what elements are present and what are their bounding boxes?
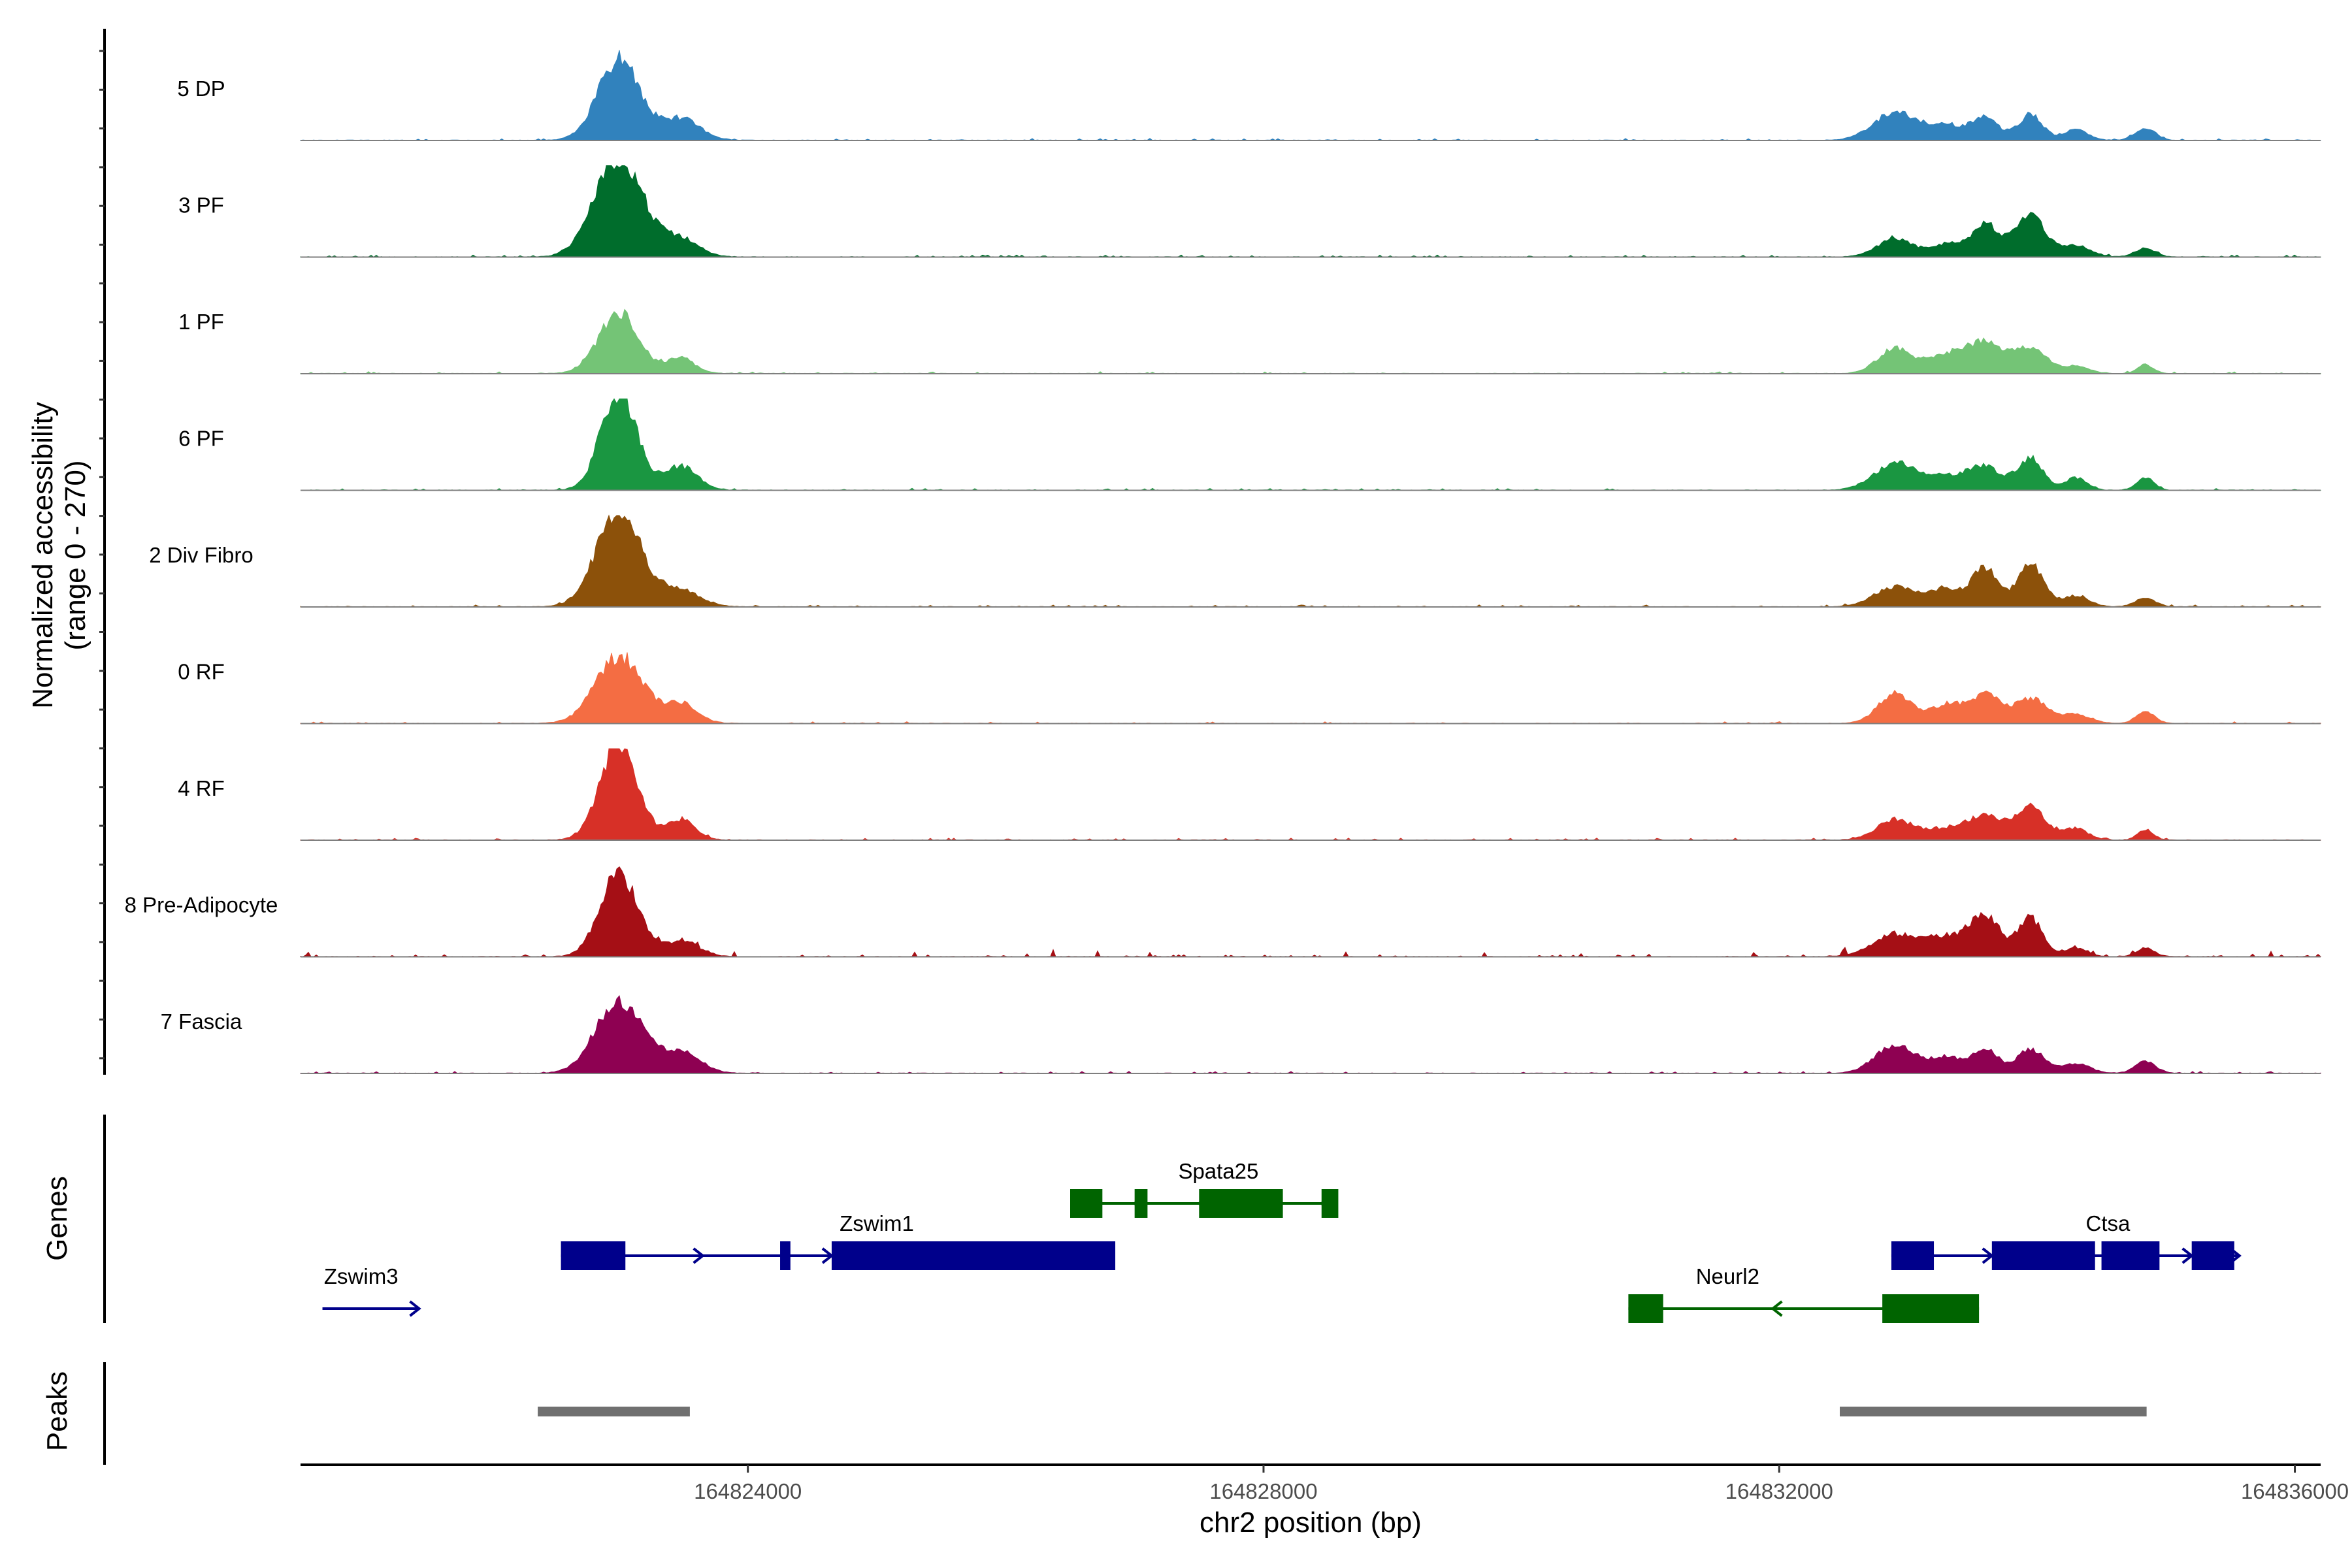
track-2-div-fibro: 2 Div Fibro xyxy=(149,514,2321,608)
y-axis-title-line1: Normalized accessibility xyxy=(27,402,59,708)
track-3-pf: 3 PF xyxy=(178,165,2321,258)
gene-spata25: Spata25 xyxy=(1070,1159,1339,1218)
track-7-fascia: 7 Fascia xyxy=(161,995,2321,1074)
track-label: 4 RF xyxy=(178,776,225,800)
exon xyxy=(1628,1294,1663,1323)
track-8-pre-adipocyte: 8 Pre-Adipocyte xyxy=(125,866,2321,958)
exon xyxy=(2101,1241,2160,1270)
coverage-area xyxy=(300,165,2321,258)
track-label: 6 PF xyxy=(178,427,224,451)
y-axis-title-line2: (range 0 - 270) xyxy=(59,460,91,650)
peak-region xyxy=(538,1407,690,1416)
exon xyxy=(1991,1241,2095,1270)
exon xyxy=(561,1241,626,1270)
x-axis-title: chr2 position (bp) xyxy=(1200,1507,1422,1539)
gene-label: Neurl2 xyxy=(1696,1264,1759,1288)
strand-arrow xyxy=(1771,1300,1783,1317)
track-label: 7 Fascia xyxy=(161,1009,242,1034)
peak-region xyxy=(1839,1407,2147,1416)
x-tick-label: 164828000 xyxy=(1209,1479,1317,1503)
exon xyxy=(1199,1189,1283,1218)
strand-arrow xyxy=(693,1247,705,1264)
track-label: 3 PF xyxy=(178,193,224,218)
y-axis-title: Normalized accessibility (range 0 - 270) xyxy=(27,402,91,708)
track-4-rf: 4 RF xyxy=(178,748,2321,841)
track-label: 8 Pre-Adipocyte xyxy=(125,893,278,917)
gene-label: Ctsa xyxy=(2085,1211,2131,1235)
coverage-area xyxy=(300,308,2321,374)
peaks-track-label: Peaks xyxy=(41,1371,73,1451)
gene-zswim3: Zswim3 xyxy=(322,1264,421,1317)
exon xyxy=(1891,1241,1935,1270)
coverage-area xyxy=(300,748,2321,841)
coverage-area xyxy=(300,995,2321,1074)
exon xyxy=(1070,1189,1103,1218)
x-axis-ticks: 164824000 164828000 164832000 164836000 xyxy=(694,1465,2349,1503)
x-tick-label: 164824000 xyxy=(694,1479,802,1503)
gene-label: Zswim3 xyxy=(324,1264,399,1288)
exon xyxy=(1134,1189,1148,1218)
exon xyxy=(1882,1294,1980,1323)
track-6-pf: 6 PF xyxy=(178,398,2321,491)
gene-ctsa: Ctsa xyxy=(1891,1211,2242,1270)
coverage-tracks: 5 DP 3 PF 1 PF 6 PF 2 Div Fibro 0 RF 4 RF 8 Pre… xyxy=(125,50,2321,1074)
coverage-area xyxy=(300,866,2321,958)
x-tick-label: 164836000 xyxy=(2241,1479,2349,1503)
gene-annotations: Zswim3 Zswim1 Spata25 Neurl2 Ctsa xyxy=(322,1159,2242,1323)
gene-label: Spata25 xyxy=(1178,1159,1258,1183)
exon xyxy=(1321,1189,1339,1218)
coverage-area xyxy=(300,652,2321,725)
coverage-area xyxy=(300,50,2321,141)
track-label: 5 DP xyxy=(177,76,225,101)
coverage-area xyxy=(300,514,2321,608)
gene-label: Zswim1 xyxy=(840,1211,914,1235)
exon xyxy=(780,1241,791,1270)
genes-track-label: Genes xyxy=(41,1176,73,1261)
peak-regions xyxy=(538,1407,2147,1416)
coverage-y-axis xyxy=(99,29,106,1075)
track-label: 1 PF xyxy=(178,310,224,334)
x-tick-label: 164832000 xyxy=(1725,1479,1833,1503)
exon xyxy=(2191,1241,2234,1270)
track-label: 0 RF xyxy=(178,660,225,684)
track-1-pf: 1 PF xyxy=(178,308,2321,374)
gene-neurl2: Neurl2 xyxy=(1628,1264,1980,1323)
coverage-area xyxy=(300,398,2321,491)
track-5-dp: 5 DP xyxy=(177,50,2321,141)
strand-arrow xyxy=(1982,1247,1995,1264)
gene-zswim1: Zswim1 xyxy=(561,1211,1116,1270)
strand-arrow xyxy=(409,1300,421,1317)
exon xyxy=(831,1241,1116,1270)
strand-arrow xyxy=(2181,1247,2194,1264)
track-0-rf: 0 RF xyxy=(178,652,2321,725)
track-label: 2 Div Fibro xyxy=(149,543,253,567)
